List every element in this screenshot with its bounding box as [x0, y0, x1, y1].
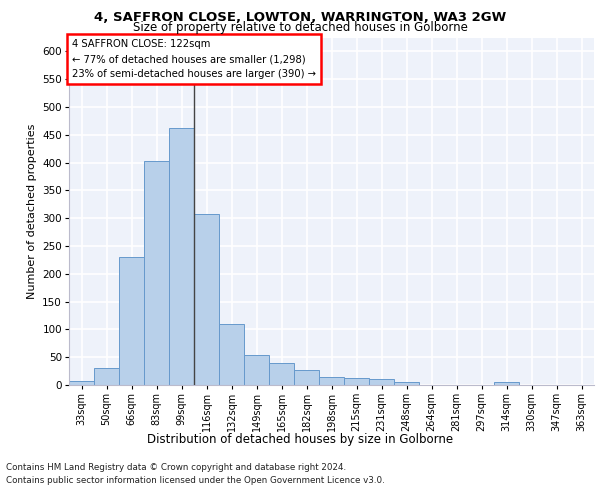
Bar [319, 376, 344, 385]
Bar [69, 381, 94, 385]
Bar [94, 368, 119, 385]
Text: Contains HM Land Registry data © Crown copyright and database right 2024.: Contains HM Land Registry data © Crown c… [6, 462, 346, 471]
Text: Distribution of detached houses by size in Golborne: Distribution of detached houses by size … [147, 432, 453, 446]
Bar [119, 257, 144, 385]
Text: 4 SAFFRON CLOSE: 122sqm
← 77% of detached houses are smaller (1,298)
23% of semi: 4 SAFFRON CLOSE: 122sqm ← 77% of detache… [71, 39, 316, 79]
Text: Contains public sector information licensed under the Open Government Licence v3: Contains public sector information licen… [6, 476, 385, 485]
Bar [219, 324, 244, 385]
Bar [269, 363, 294, 385]
Bar [169, 128, 194, 385]
Text: 4, SAFFRON CLOSE, LOWTON, WARRINGTON, WA3 2GW: 4, SAFFRON CLOSE, LOWTON, WARRINGTON, WA… [94, 11, 506, 24]
Bar [494, 382, 519, 385]
Y-axis label: Number of detached properties: Number of detached properties [27, 124, 37, 299]
Bar [369, 380, 394, 385]
Bar [294, 370, 319, 385]
Bar [194, 214, 219, 385]
Text: Size of property relative to detached houses in Golborne: Size of property relative to detached ho… [133, 22, 467, 35]
Bar [394, 382, 419, 385]
Bar [244, 355, 269, 385]
Bar [144, 161, 169, 385]
Bar [344, 378, 369, 385]
